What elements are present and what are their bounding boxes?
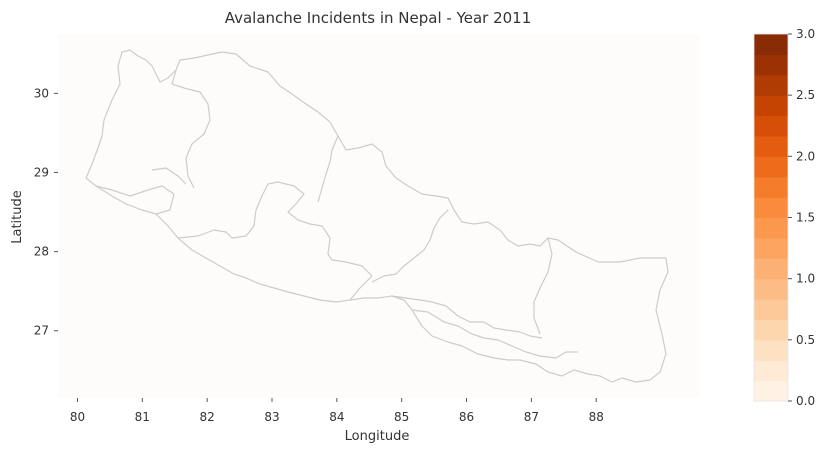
x-tick-label: 81 bbox=[135, 410, 150, 424]
x-axis-label: Longitude bbox=[345, 429, 410, 444]
y-tick-label: 27 bbox=[34, 324, 49, 338]
colorbar-segment bbox=[754, 115, 788, 137]
colorbar-segment bbox=[754, 95, 788, 117]
colorbar-segment bbox=[754, 176, 788, 198]
colorbar-segment bbox=[754, 135, 788, 157]
colorbar-tick-label: 2.0 bbox=[796, 149, 815, 163]
colorbar-tick-label: 1.5 bbox=[796, 211, 815, 225]
colorbar-tick-label: 0.5 bbox=[796, 333, 815, 347]
colorbar-segment bbox=[754, 34, 788, 55]
y-axis-label: Latitude bbox=[10, 190, 25, 244]
y-tick-label: 29 bbox=[34, 165, 49, 179]
colorbar-segment bbox=[754, 278, 788, 300]
colorbar-segment bbox=[754, 156, 788, 178]
colorbar-segment bbox=[754, 54, 788, 76]
colorbar-segment bbox=[754, 360, 788, 382]
x-tick-label: 87 bbox=[524, 410, 539, 424]
colorbar-tick-label: 0.0 bbox=[796, 394, 815, 408]
colorbar-tick-label: 2.5 bbox=[796, 88, 815, 102]
x-tick-label: 80 bbox=[70, 410, 85, 424]
colorbar-segment bbox=[754, 237, 788, 259]
colorbar-segment bbox=[754, 258, 788, 280]
colorbar-segment bbox=[754, 299, 788, 321]
x-tick-label: 85 bbox=[394, 410, 409, 424]
x-axis-ticks: 80 81 82 83 84 85 86 87 88 bbox=[70, 398, 604, 424]
colorbar-segment bbox=[754, 217, 788, 239]
colorbar-segment bbox=[754, 74, 788, 96]
plot-area bbox=[58, 34, 700, 398]
y-axis-ticks: 27 28 29 30 bbox=[34, 86, 58, 338]
colorbar-segment bbox=[754, 319, 788, 341]
x-tick-label: 83 bbox=[264, 410, 279, 424]
nepal-map bbox=[85, 49, 669, 383]
colorbar-segment bbox=[754, 380, 788, 402]
x-tick-label: 86 bbox=[459, 410, 474, 424]
nepal-outline bbox=[85, 49, 669, 383]
x-tick-label: 88 bbox=[589, 410, 604, 424]
x-tick-label: 84 bbox=[329, 410, 344, 424]
chart-title: Avalanche Incidents in Nepal - Year 2011 bbox=[225, 9, 532, 27]
colorbar-tick-label: 3.0 bbox=[796, 27, 815, 41]
colorbar-segment bbox=[754, 339, 788, 361]
x-tick-label: 82 bbox=[200, 410, 215, 424]
district-boundaries bbox=[95, 69, 578, 359]
colorbar-ticks: 0.0 0.5 1.0 1.5 2.0 2.5 3.0 bbox=[788, 27, 815, 408]
y-tick-label: 30 bbox=[34, 86, 49, 100]
y-tick-label: 28 bbox=[34, 245, 49, 259]
colorbar-tick-label: 1.0 bbox=[796, 272, 815, 286]
colorbar-segment bbox=[754, 197, 788, 219]
colorbar bbox=[753, 33, 789, 402]
